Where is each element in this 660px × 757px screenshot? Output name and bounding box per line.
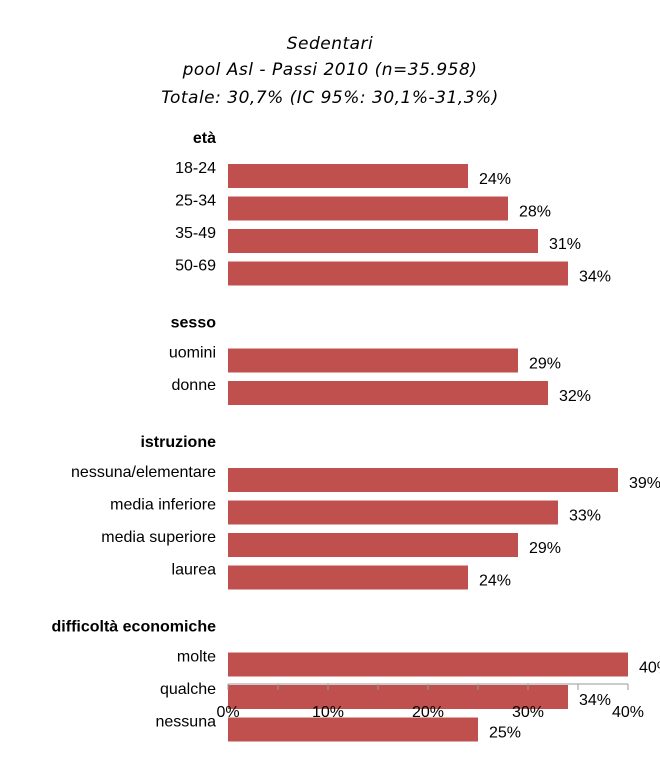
bar xyxy=(228,500,558,525)
x-tick-label: 0% xyxy=(216,704,239,721)
bar xyxy=(228,261,568,286)
category-label: media superiore xyxy=(101,529,216,546)
bar xyxy=(228,468,618,492)
data-label: 33% xyxy=(569,508,601,525)
bar xyxy=(228,652,628,677)
data-label: 24% xyxy=(479,171,511,188)
data-label: 24% xyxy=(479,573,511,590)
category-label: uomini xyxy=(169,345,216,362)
data-label: 39% xyxy=(629,475,660,492)
chart-total: Totale: 30,7% (IC 95%: 30,1%-31,3%) xyxy=(161,88,499,108)
group-header: difficoltà economiche xyxy=(52,619,217,636)
bar xyxy=(228,717,478,742)
category-label: 50-69 xyxy=(175,258,216,275)
category-label: 25-34 xyxy=(175,193,216,210)
data-label: 28% xyxy=(519,204,551,221)
data-label: 29% xyxy=(529,540,561,557)
data-label: 25% xyxy=(489,725,521,742)
data-label: 40% xyxy=(639,660,660,677)
data-label: 32% xyxy=(559,388,591,405)
category-label: 35-49 xyxy=(175,225,216,242)
bar xyxy=(228,348,518,373)
category-label: nessuna xyxy=(156,714,217,731)
bar xyxy=(228,533,518,557)
group-header: istruzione xyxy=(140,434,216,451)
group-header: sesso xyxy=(171,315,217,332)
data-label: 31% xyxy=(549,236,581,253)
category-label: laurea xyxy=(172,562,217,579)
x-tick-label: 30% xyxy=(512,704,544,721)
bar xyxy=(228,565,468,590)
x-tick-label: 40% xyxy=(612,704,644,721)
x-tick-label: 10% xyxy=(312,704,344,721)
bar xyxy=(228,164,468,188)
group-header: età xyxy=(193,130,216,147)
data-label: 34% xyxy=(579,269,611,286)
category-label: media inferiore xyxy=(110,497,216,514)
category-label: molte xyxy=(177,649,216,666)
bar xyxy=(228,685,568,709)
data-label: 29% xyxy=(529,356,561,373)
bar xyxy=(228,229,538,253)
x-tick-label: 20% xyxy=(412,704,444,721)
data-label: 34% xyxy=(579,692,611,709)
bar xyxy=(228,381,548,405)
category-label: nessuna/elementare xyxy=(71,464,216,481)
chart-title: Sedentari xyxy=(286,34,374,54)
category-label: donne xyxy=(172,377,217,394)
category-label: 18-24 xyxy=(175,160,216,177)
bar xyxy=(228,196,508,221)
category-label: qualche xyxy=(160,681,216,698)
chart-subtitle: pool Asl - Passi 2010 (n=35.958) xyxy=(182,60,478,80)
